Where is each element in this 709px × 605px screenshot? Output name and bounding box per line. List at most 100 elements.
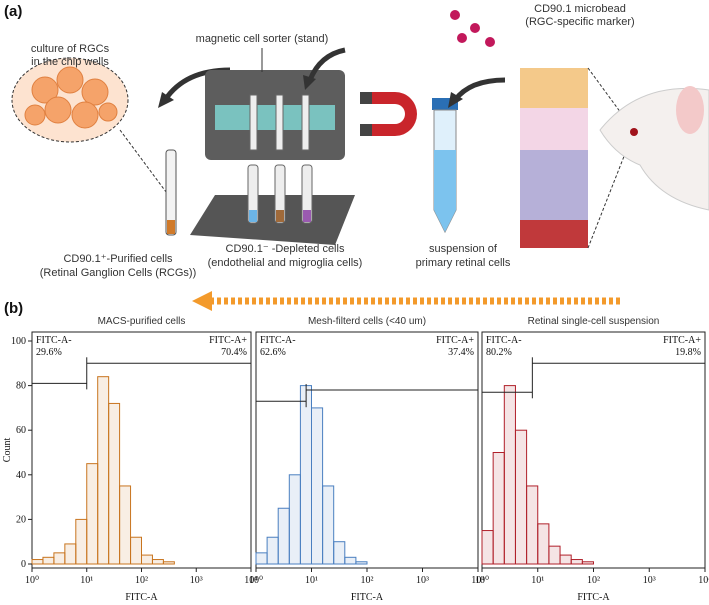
bar	[75, 518, 88, 565]
y-tick-label: 100	[11, 336, 26, 347]
bar	[581, 561, 594, 565]
bar	[537, 523, 550, 565]
bar	[355, 561, 368, 565]
bar	[53, 552, 66, 565]
x-tick-label: 10³	[416, 575, 429, 586]
x-tick-label: 10²	[361, 575, 374, 586]
tube-liquid	[434, 150, 456, 232]
caption: (Retinal Ganglion Cells (RCGs))	[40, 267, 197, 279]
x-tick-label: 10¹	[305, 575, 318, 586]
tube-liquid	[249, 210, 257, 222]
caption: CD90.1⁻ -Depleted cells	[226, 243, 345, 255]
gate-percent: 19.8%	[675, 347, 701, 358]
chart-title: Retinal single-cell suspension	[528, 316, 660, 327]
caption: (RGC-specific marker)	[525, 16, 634, 28]
bar	[97, 376, 110, 565]
bar	[277, 507, 290, 565]
bar	[288, 474, 301, 565]
x-tick-label: 10⁰	[25, 575, 39, 586]
connector	[119, 129, 173, 201]
bar	[42, 556, 55, 565]
bar	[559, 554, 572, 565]
retina-layer	[520, 220, 588, 248]
magnet-pole	[360, 92, 372, 104]
arrowhead	[158, 92, 174, 108]
caption: CD90.1 microbead	[534, 3, 626, 15]
arrowhead	[192, 291, 212, 311]
x-axis-label: FITC-A	[125, 592, 158, 603]
caption: (endothelial and migroglia cells)	[208, 257, 363, 269]
bar	[344, 556, 357, 565]
mouse-ear	[676, 86, 704, 134]
tube-liquid	[167, 220, 175, 234]
caption: primary retinal cells	[416, 257, 511, 269]
bar	[322, 485, 335, 565]
x-tick-label: 10⁴	[471, 575, 485, 586]
bar	[481, 530, 494, 565]
bar	[151, 559, 164, 565]
panel-label: (a)	[4, 3, 22, 20]
x-tick-label: 10¹	[80, 575, 93, 586]
gate-label: FITC-A+	[209, 335, 247, 346]
x-tick-label: 10⁴	[244, 575, 258, 586]
x-tick-label: 10⁰	[249, 575, 263, 586]
y-tick-label: 80	[16, 381, 26, 392]
gate-label: FITC-A+	[436, 335, 474, 346]
gate-percent: 37.4%	[448, 347, 474, 358]
x-tick-label: 10⁰	[475, 575, 489, 586]
arrow	[307, 47, 346, 81]
gate-label: FITC-A-	[36, 335, 72, 346]
caption: suspension of	[429, 243, 498, 255]
x-tick-label: 10²	[135, 575, 148, 586]
bar	[333, 541, 346, 565]
bar	[108, 402, 121, 565]
magnet	[360, 92, 417, 136]
magnet-pole	[360, 124, 372, 136]
caption: CD90.1⁺-Purified cells	[63, 253, 173, 265]
bar	[141, 554, 153, 565]
gate-label: FITC-A+	[663, 335, 701, 346]
chart-title: MACS-purified cells	[98, 316, 186, 327]
gate-percent: 80.2%	[486, 347, 512, 358]
caption: magnetic cell sorter (stand)	[196, 33, 329, 45]
stand-base	[190, 195, 355, 245]
magnet-rack	[215, 105, 335, 130]
plot-frame	[31, 331, 252, 569]
panel-label: (b)	[4, 300, 23, 317]
arrowhead	[448, 92, 463, 108]
tube-liquid	[276, 210, 284, 222]
bar	[492, 452, 505, 565]
x-tick-label: 10¹	[531, 575, 544, 586]
columns	[247, 94, 313, 224]
x-tick-label: 10²	[587, 575, 600, 586]
bar	[130, 536, 142, 565]
tube	[165, 149, 177, 236]
x-axis-label: FITC-A	[577, 592, 610, 603]
gate-percent: 70.4%	[221, 347, 247, 358]
chart-title: Mesh-filterd cells (<40 um)	[308, 316, 426, 327]
bar	[503, 385, 516, 565]
caption: culture of RGCs	[31, 43, 110, 55]
bar	[514, 429, 528, 565]
gate-label: FITC-A-	[486, 335, 522, 346]
y-tick-label: 60	[16, 425, 26, 436]
gate-percent: 62.6%	[260, 347, 286, 358]
x-tick-label: 10³	[643, 575, 656, 586]
y-tick-label: 20	[16, 514, 26, 525]
y-tick-label: 0	[21, 559, 26, 570]
bar	[526, 485, 539, 565]
mouse-eye	[630, 128, 638, 136]
bar	[162, 561, 175, 565]
bar	[570, 559, 583, 565]
gate-label: FITC-A-	[260, 335, 296, 346]
bar	[266, 536, 279, 565]
tube-liquid	[303, 210, 311, 222]
y-axis-label: Count	[2, 438, 13, 463]
cells	[24, 66, 118, 129]
retina-layer	[520, 150, 588, 220]
bar	[119, 485, 132, 565]
arrow	[453, 77, 506, 102]
bar	[311, 407, 324, 565]
bar	[255, 552, 268, 565]
